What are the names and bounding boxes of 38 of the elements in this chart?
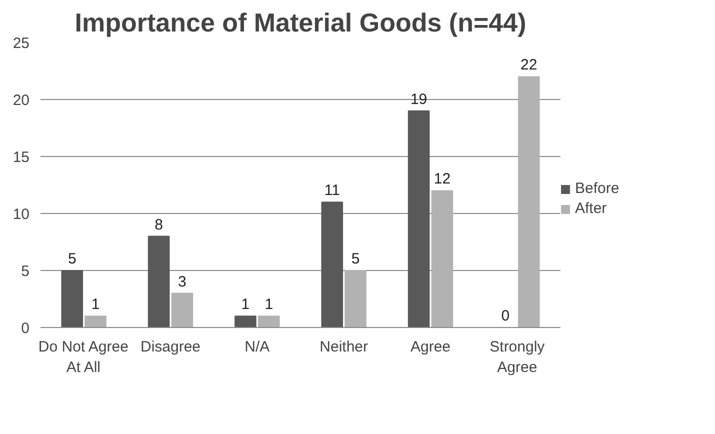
- bar: [234, 316, 256, 328]
- bar: [258, 316, 280, 328]
- y-tick-label: 25: [12, 35, 30, 52]
- data-label: 0: [501, 308, 510, 324]
- bar: [408, 110, 430, 328]
- data-label: 5: [68, 250, 76, 268]
- data-label: 12: [434, 170, 451, 188]
- data-label: 1: [241, 296, 250, 314]
- data-label: 11: [324, 182, 340, 200]
- bar: [148, 236, 170, 328]
- x-tick-label: Strongly Agree: [490, 338, 546, 376]
- bar: [171, 292, 194, 328]
- legend-label: After: [575, 200, 607, 217]
- x-tick-label: Agree: [410, 338, 451, 356]
- data-label: 22: [520, 56, 538, 74]
- chart-title: Importance of Material Goods (n=44): [74, 8, 526, 38]
- bar: [321, 202, 344, 328]
- data-label: 1: [91, 296, 100, 314]
- x-tick-label: Do Not Agree At All: [38, 338, 128, 376]
- legend-label: Before: [575, 180, 620, 197]
- x-tick-label: Disagree: [140, 338, 201, 356]
- x-tick-label: Neither: [320, 338, 368, 356]
- x-tick-label: N/A: [244, 338, 270, 356]
- data-label: 1: [264, 296, 274, 314]
- y-tick-label: 20: [12, 92, 30, 109]
- data-label: 3: [178, 273, 186, 290]
- bar: [61, 270, 84, 328]
- bar: [344, 270, 366, 328]
- data-label: 19: [410, 90, 428, 108]
- y-tick-label: 0: [21, 320, 30, 337]
- y-tick-label: 15: [12, 149, 30, 166]
- bar: [518, 76, 540, 328]
- data-label: 5: [351, 250, 360, 268]
- bar: [431, 190, 454, 328]
- bar: [84, 316, 106, 328]
- data-label: 8: [154, 216, 163, 234]
- y-tick-label: 10: [12, 206, 30, 223]
- y-tick-label: 5: [21, 263, 30, 280]
